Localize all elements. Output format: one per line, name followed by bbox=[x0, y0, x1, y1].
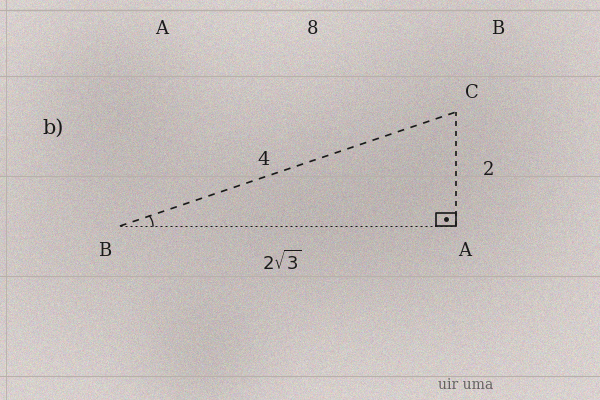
Text: A: A bbox=[458, 242, 472, 260]
Text: 2: 2 bbox=[483, 161, 494, 179]
Text: A: A bbox=[155, 20, 169, 38]
Text: B: B bbox=[98, 242, 112, 260]
Text: 4: 4 bbox=[258, 151, 270, 169]
Text: 8: 8 bbox=[306, 20, 318, 38]
Text: $2\sqrt{3}$: $2\sqrt{3}$ bbox=[262, 250, 302, 274]
Text: B: B bbox=[491, 20, 505, 38]
Text: b): b) bbox=[42, 118, 64, 138]
Text: C: C bbox=[465, 84, 479, 102]
Text: uir uma: uir uma bbox=[438, 378, 493, 392]
